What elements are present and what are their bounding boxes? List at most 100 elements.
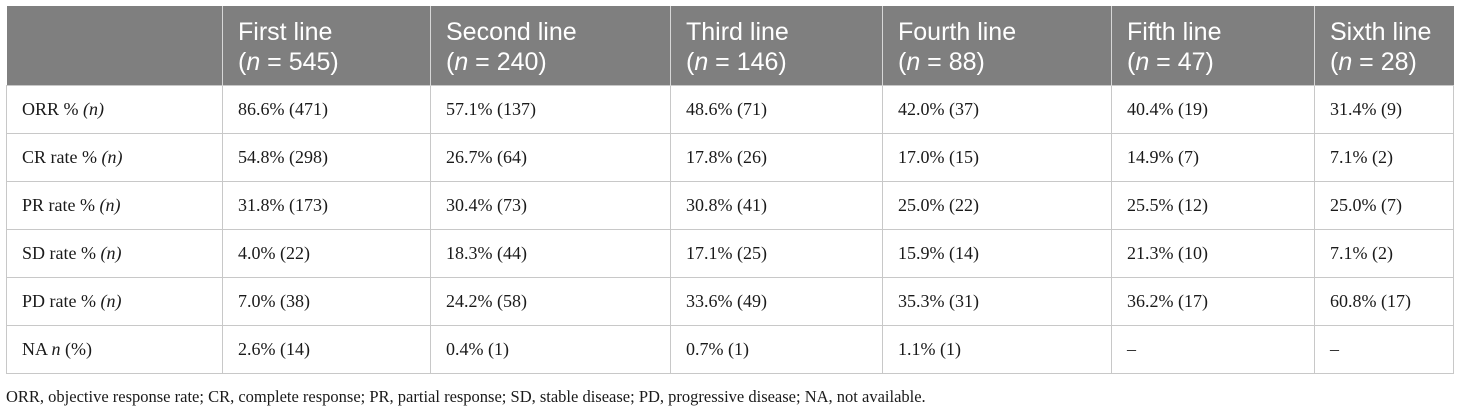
table-cell: 86.6% (471) (222, 85, 431, 134)
row-label-variable: (n) (101, 147, 123, 167)
count-prefix: ( (686, 48, 695, 76)
column-name: First line (238, 18, 333, 46)
count-variable: n (694, 48, 709, 76)
column-name: Third line (686, 18, 789, 46)
table-cell: 54.8% (298) (222, 133, 431, 182)
row-label: NA n (%) (6, 325, 223, 374)
table-cell: 14.9% (7) (1111, 133, 1315, 182)
count-variable: n (906, 48, 921, 76)
table-cell: 25.0% (7) (1314, 181, 1454, 230)
header-row: First line (n = 545) Second line (n = 24… (6, 6, 1454, 86)
table-cell: 17.1% (25) (670, 229, 883, 278)
table-cell: 25.0% (22) (882, 181, 1112, 230)
table-cell: 31.8% (173) (222, 181, 431, 230)
column-count: (n = 88) (898, 47, 1101, 77)
count-prefix: ( (238, 48, 247, 76)
table-cell: – (1314, 325, 1454, 374)
column-name: Second line (446, 18, 577, 46)
count-prefix: ( (1330, 48, 1339, 76)
header-cell-fourth-line: Fourth line (n = 88) (882, 6, 1112, 86)
table-cell: 40.4% (19) (1111, 85, 1315, 134)
table-row: PR rate % (n) 31.8% (173) 30.4% (73) 30.… (6, 181, 1454, 230)
column-count: (n = 47) (1127, 47, 1304, 77)
row-label-variable: (n) (100, 243, 122, 263)
row-label-variable: (n) (83, 99, 105, 119)
table-row: ORR % (n) 86.6% (471) 57.1% (137) 48.6% … (6, 85, 1454, 134)
table-row: NA n (%) 2.6% (14) 0.4% (1) 0.7% (1) 1.1… (6, 325, 1454, 374)
table-cell: 30.8% (41) (670, 181, 883, 230)
row-label-variable: (n) (100, 291, 122, 311)
table-cell: 4.0% (22) (222, 229, 431, 278)
column-count: (n = 28) (1330, 47, 1444, 77)
table-cell: 26.7% (64) (430, 133, 671, 182)
count-value: = 88) (920, 48, 985, 76)
row-label-text: PR rate % (22, 195, 100, 215)
header-cell-second-line: Second line (n = 240) (430, 6, 671, 86)
column-count: (n = 545) (238, 47, 420, 77)
header-cell-empty (6, 6, 223, 86)
row-label-variable: (n) (99, 195, 121, 215)
row-label-variable: n (51, 339, 61, 359)
table-cell: 36.2% (17) (1111, 277, 1315, 326)
count-variable: n (1135, 48, 1150, 76)
table-cell: 42.0% (37) (882, 85, 1112, 134)
row-label: PD rate % (n) (6, 277, 223, 326)
row-label-text: SD rate % (22, 243, 101, 263)
table-cell: 1.1% (1) (882, 325, 1112, 374)
table-cell: 24.2% (58) (430, 277, 671, 326)
count-variable: n (246, 48, 261, 76)
column-count: (n = 240) (446, 47, 660, 77)
row-label: ORR % (n) (6, 85, 223, 134)
header-cell-fifth-line: Fifth line (n = 47) (1111, 6, 1315, 86)
table-cell: 17.0% (15) (882, 133, 1112, 182)
count-value: = 240) (468, 48, 547, 76)
table-cell: 0.7% (1) (670, 325, 883, 374)
table-cell: 7.0% (38) (222, 277, 431, 326)
table-cell: 31.4% (9) (1314, 85, 1454, 134)
table-cell: 17.8% (26) (670, 133, 883, 182)
table-row: PD rate % (n) 7.0% (38) 24.2% (58) 33.6%… (6, 277, 1454, 326)
table-footnote: ORR, objective response rate; CR, comple… (6, 387, 926, 406)
table-cell: 0.4% (1) (430, 325, 671, 374)
column-count: (n = 146) (686, 47, 872, 77)
row-label-text: CR rate % (22, 147, 102, 167)
table-row: CR rate % (n) 54.8% (298) 26.7% (64) 17.… (6, 133, 1454, 182)
row-label: SD rate % (n) (6, 229, 223, 278)
row-label: CR rate % (n) (6, 133, 223, 182)
table-cell: 18.3% (44) (430, 229, 671, 278)
count-value: = 545) (260, 48, 339, 76)
row-label-tail: (%) (60, 339, 92, 359)
table-cell: 15.9% (14) (882, 229, 1112, 278)
table-cell: 57.1% (137) (430, 85, 671, 134)
table-cell: 7.1% (2) (1314, 133, 1454, 182)
table-cell: 7.1% (2) (1314, 229, 1454, 278)
response-by-line-table: First line (n = 545) Second line (n = 24… (6, 6, 1454, 374)
row-label: PR rate % (n) (6, 181, 223, 230)
table-cell: 48.6% (71) (670, 85, 883, 134)
count-variable: n (1338, 48, 1353, 76)
row-label-text: ORR % (22, 99, 84, 119)
table-cell: 30.4% (73) (430, 181, 671, 230)
count-prefix: ( (1127, 48, 1136, 76)
header-cell-third-line: Third line (n = 146) (670, 6, 883, 86)
table-cell: 25.5% (12) (1111, 181, 1315, 230)
table-cell: 60.8% (17) (1314, 277, 1454, 326)
header-cell-first-line: First line (n = 545) (222, 6, 431, 86)
column-name: Fourth line (898, 18, 1017, 46)
table-cell: – (1111, 325, 1315, 374)
table-cell: 33.6% (49) (670, 277, 883, 326)
count-prefix: ( (446, 48, 455, 76)
row-label-text: PD rate % (22, 291, 101, 311)
count-variable: n (454, 48, 469, 76)
row-label-text: NA (22, 339, 52, 359)
count-value: = 146) (708, 48, 787, 76)
response-table-container: First line (n = 545) Second line (n = 24… (6, 6, 1454, 374)
table-row: SD rate % (n) 4.0% (22) 18.3% (44) 17.1%… (6, 229, 1454, 278)
count-prefix: ( (898, 48, 907, 76)
column-name: Sixth line (1330, 18, 1432, 46)
table-cell: 21.3% (10) (1111, 229, 1315, 278)
count-value: = 47) (1149, 48, 1214, 76)
count-value: = 28) (1352, 48, 1417, 76)
header-cell-sixth-line: Sixth line (n = 28) (1314, 6, 1454, 86)
column-name: Fifth line (1127, 18, 1222, 46)
